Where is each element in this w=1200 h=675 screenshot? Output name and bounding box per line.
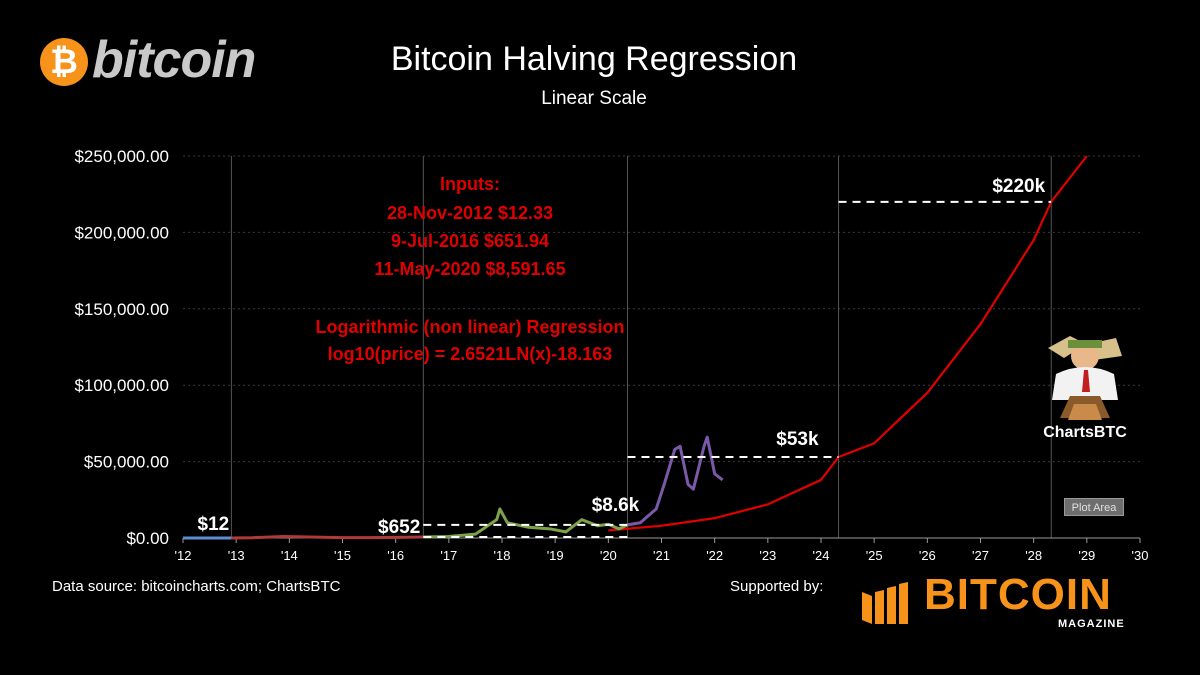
y-tick-label: $50,000.00 xyxy=(84,453,169,472)
x-tick-label: '24 xyxy=(813,548,830,563)
x-tick-label: '17 xyxy=(440,548,457,563)
regression-equation: log10(price) = 2.6521LN(x)-18.163 xyxy=(328,344,613,364)
x-tick-label: '16 xyxy=(387,548,404,563)
x-tick-label: '28 xyxy=(1025,548,1042,563)
price-label: $12 xyxy=(198,514,230,535)
y-tick-label: $0.00 xyxy=(126,529,169,548)
annotation-layer: Inputs: 28-Nov-2012 $12.33 9-Jul-2016 $651… xyxy=(315,174,624,364)
x-tick-label: '29 xyxy=(1078,548,1095,563)
bitcoin-coin-icon: ₿ xyxy=(40,38,88,86)
x-tick-label: '18 xyxy=(494,548,511,563)
bitcoin-magazine-wordmark: BITCOIN xyxy=(924,570,1112,619)
price-label: $652 xyxy=(378,517,420,538)
x-tick-label: '27 xyxy=(972,548,989,563)
data-source-note: Data source: bitcoincharts.com; ChartsBT… xyxy=(52,578,341,595)
x-tick-label: '13 xyxy=(228,548,245,563)
plot-area-tag: Plot Area xyxy=(1064,498,1124,516)
x-tick-label: '30 xyxy=(1132,548,1149,563)
chart-title: Bitcoin Halving Regression xyxy=(390,40,798,78)
price-line-2020-2022 xyxy=(627,435,724,527)
input-line: 28-Nov-2012 $12.33 xyxy=(387,203,553,223)
supported-by-label: Supported by: xyxy=(730,578,824,595)
x-tick-label: '22 xyxy=(706,548,723,563)
regression-line xyxy=(608,155,1088,532)
price-label: $8.6k xyxy=(592,495,640,516)
y-tick-label: $150,000.00 xyxy=(74,300,169,319)
y-tick-label: $250,000.00 xyxy=(74,147,169,166)
x-tick-label: '23 xyxy=(759,548,776,563)
bitcoin-logo: ₿ bitcoin xyxy=(40,31,290,92)
price-line-2012-2016 xyxy=(231,534,424,540)
chartsbtc-watermark: ChartsBTC xyxy=(1030,330,1140,450)
x-tick-label: '15 xyxy=(334,548,351,563)
y-tick-label: $100,000.00 xyxy=(74,376,169,395)
bitcoin-wordmark: bitcoin xyxy=(92,31,256,89)
x-tick-label: '12 xyxy=(175,548,192,563)
bitcoin-magazine-logo: BITCOIN MAGAZINE xyxy=(862,570,1152,634)
bitcoin-magazine-sub: MAGAZINE xyxy=(1058,618,1125,630)
input-line: 11-May-2020 $8,591.65 xyxy=(374,259,565,279)
chartsbtc-label: ChartsBTC xyxy=(1043,424,1127,441)
bitcoin-magazine-mark-icon xyxy=(862,582,908,624)
x-tick-label: '21 xyxy=(653,548,670,563)
x-tick-label: '14 xyxy=(281,548,298,563)
y-tick-label: $200,000.00 xyxy=(74,223,169,242)
x-tick-label: '25 xyxy=(866,548,883,563)
regression-name: Logarithmic (non linear) Regression xyxy=(315,317,624,337)
series-layer xyxy=(182,155,1088,540)
x-tick-label: '19 xyxy=(547,548,564,563)
input-line: 9-Jul-2016 $651.94 xyxy=(391,231,549,251)
x-tick-label: '26 xyxy=(919,548,936,563)
inputs-title: Inputs: xyxy=(440,174,500,194)
mascot-icon xyxy=(1048,336,1122,420)
price-label: $220k xyxy=(992,176,1045,197)
price-label: $53k xyxy=(776,429,819,450)
label-layer: $12 $652 $8.6k $53k $220k xyxy=(198,176,1052,539)
x-tick-label: '20 xyxy=(600,548,617,563)
grid-layer xyxy=(183,155,1140,538)
chart-subtitle: Linear Scale xyxy=(541,88,647,109)
